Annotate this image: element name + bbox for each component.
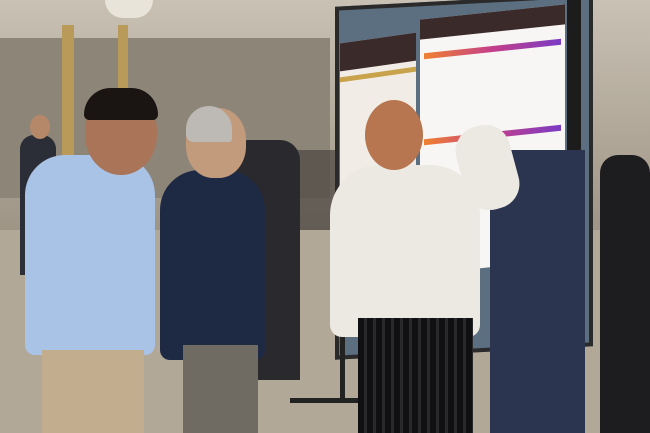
person-background — [600, 155, 650, 433]
person-man-blazer — [160, 170, 265, 360]
plaid-skirt — [358, 318, 473, 433]
poster-band — [424, 38, 561, 60]
board-leg — [340, 330, 345, 400]
hair — [84, 88, 158, 120]
hair — [186, 106, 232, 142]
person-woman-white-sweater — [330, 165, 480, 337]
ceiling-light — [105, 0, 153, 18]
board-stand — [290, 398, 360, 403]
person-background — [30, 115, 50, 139]
trousers — [183, 345, 258, 433]
person-man-striped-shirt — [25, 155, 155, 355]
head — [365, 100, 423, 170]
trousers — [42, 350, 144, 433]
